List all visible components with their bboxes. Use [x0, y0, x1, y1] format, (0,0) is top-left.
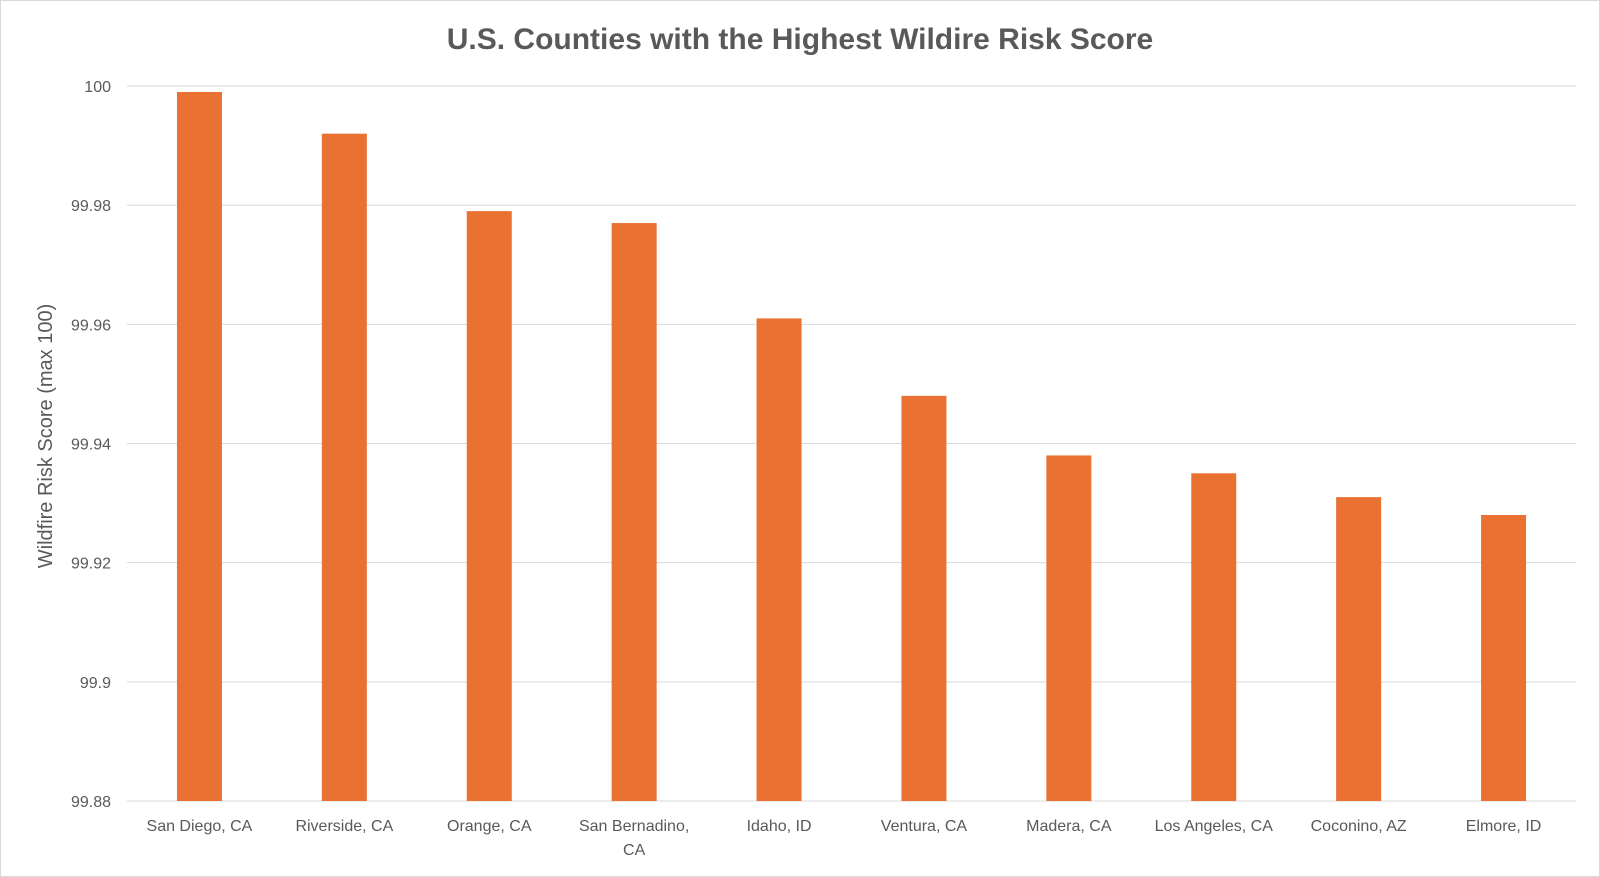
x-category-label-line: Idaho, ID — [747, 818, 812, 835]
y-tick-label: 99.92 — [71, 556, 111, 573]
x-category-label: San Diego, CA — [147, 818, 253, 835]
bar — [756, 318, 802, 801]
x-category-label-line: Ventura, CA — [881, 818, 968, 835]
x-category-label-line: CA — [623, 842, 646, 859]
y-axis-ticks: 99.88 99.9 99.92 99.94 99.96 99.98 100 — [71, 79, 111, 811]
x-category-label: Orange, CA — [447, 818, 532, 835]
y-tick-label: 100 — [84, 79, 111, 96]
x-category-label: Ventura, CA — [881, 818, 968, 835]
x-category-label-line: Elmore, ID — [1466, 818, 1542, 835]
x-category-label-line: San Diego, CA — [147, 818, 253, 835]
chart-title: U.S. Counties with the Highest Wildire R… — [447, 23, 1154, 56]
bar — [1481, 515, 1527, 801]
bar — [1046, 455, 1092, 801]
x-category-label-line: Orange, CA — [447, 818, 532, 835]
x-category-label: Idaho, ID — [747, 818, 812, 835]
x-axis-labels: San Diego, CA Riverside, CA Orange, CA San … — [147, 818, 1542, 859]
x-category-label: Elmore, ID — [1466, 818, 1542, 835]
x-category-label-line: Coconino, AZ — [1311, 818, 1407, 835]
bar — [1336, 497, 1382, 801]
bar — [176, 91, 222, 802]
bar — [321, 133, 367, 801]
bar — [901, 395, 947, 801]
x-category-label: Riverside, CA — [295, 818, 393, 835]
x-category-label-line: San Bernadino, — [579, 818, 689, 835]
gridlines — [127, 85, 1576, 802]
y-tick-label: 99.9 — [80, 675, 111, 692]
y-tick-label: 99.94 — [71, 437, 111, 454]
x-category-label: Madera, CA — [1026, 818, 1112, 835]
bar — [1191, 473, 1237, 801]
y-tick-label: 99.96 — [71, 317, 111, 334]
x-category-label-line: Los Angeles, CA — [1155, 818, 1274, 835]
y-tick-label: 99.88 — [71, 794, 111, 811]
x-category-label: Coconino, AZ — [1311, 818, 1407, 835]
bar — [611, 223, 657, 801]
bar — [466, 211, 512, 801]
y-axis-title: Wildfire Risk Score (max 100) — [35, 304, 57, 569]
x-category-label: San Bernadino, CA — [579, 818, 689, 859]
bars — [176, 91, 1527, 802]
x-category-label: Los Angeles, CA — [1155, 818, 1274, 835]
x-category-label-line: Riverside, CA — [295, 818, 393, 835]
x-category-label-line: Madera, CA — [1026, 818, 1112, 835]
y-tick-label: 99.98 — [71, 198, 111, 215]
